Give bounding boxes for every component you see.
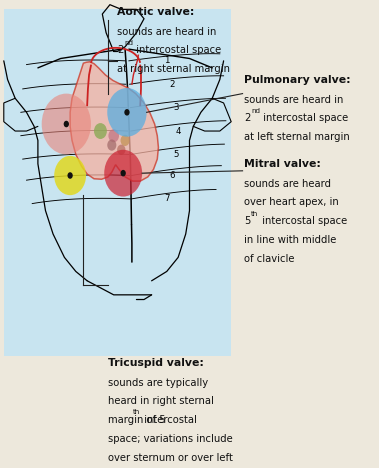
FancyBboxPatch shape (4, 9, 231, 356)
Circle shape (67, 172, 73, 179)
Text: Pulmonary valve:: Pulmonary valve: (244, 75, 351, 85)
Circle shape (108, 129, 119, 142)
Text: in line with middle: in line with middle (244, 235, 337, 245)
Text: 1: 1 (164, 56, 169, 66)
Text: nd: nd (124, 40, 133, 46)
Text: Mitral valve:: Mitral valve: (244, 159, 321, 169)
Text: Aortic valve:: Aortic valve: (117, 7, 195, 17)
Text: intercostal space: intercostal space (133, 45, 222, 55)
Text: 2: 2 (117, 45, 124, 55)
Text: sounds are heard in: sounds are heard in (117, 27, 217, 37)
Text: Tricuspid valve:: Tricuspid valve: (108, 358, 204, 368)
Text: sounds are heard in: sounds are heard in (244, 95, 344, 104)
Circle shape (64, 121, 69, 127)
Circle shape (107, 88, 147, 137)
Circle shape (42, 94, 91, 154)
Text: nd: nd (251, 108, 260, 114)
Text: 4: 4 (175, 126, 181, 136)
Text: 3: 3 (174, 103, 179, 112)
Text: intercostal space: intercostal space (259, 216, 347, 226)
Circle shape (107, 139, 116, 151)
Text: sounds are heard: sounds are heard (244, 179, 332, 189)
Text: 6: 6 (170, 171, 175, 180)
Text: th: th (251, 211, 258, 217)
Text: over sternum or over left: over sternum or over left (108, 453, 233, 462)
Text: 5: 5 (174, 150, 179, 159)
Circle shape (121, 170, 126, 176)
Circle shape (121, 135, 130, 146)
Circle shape (124, 109, 130, 116)
Text: sounds are typically: sounds are typically (108, 378, 208, 388)
Polygon shape (70, 62, 158, 181)
Text: 2: 2 (244, 113, 251, 123)
Text: th: th (133, 410, 140, 416)
Circle shape (117, 145, 125, 155)
Text: at left sternal margin: at left sternal margin (244, 132, 350, 142)
Circle shape (104, 150, 142, 197)
Text: intercostal: intercostal (141, 415, 196, 425)
Text: space; variations include: space; variations include (108, 434, 233, 444)
Text: at right sternal margin: at right sternal margin (117, 64, 230, 74)
Circle shape (54, 156, 86, 195)
Text: over heart apex, in: over heart apex, in (244, 197, 339, 207)
Text: intercostal space: intercostal space (260, 113, 349, 123)
Text: 7: 7 (164, 194, 169, 204)
Circle shape (94, 123, 107, 139)
Text: heard in right sternal: heard in right sternal (108, 396, 214, 406)
Text: margin of 5: margin of 5 (108, 415, 166, 425)
Text: of clavicle: of clavicle (244, 254, 295, 263)
Text: 2: 2 (170, 80, 175, 89)
Text: 5: 5 (244, 216, 251, 226)
